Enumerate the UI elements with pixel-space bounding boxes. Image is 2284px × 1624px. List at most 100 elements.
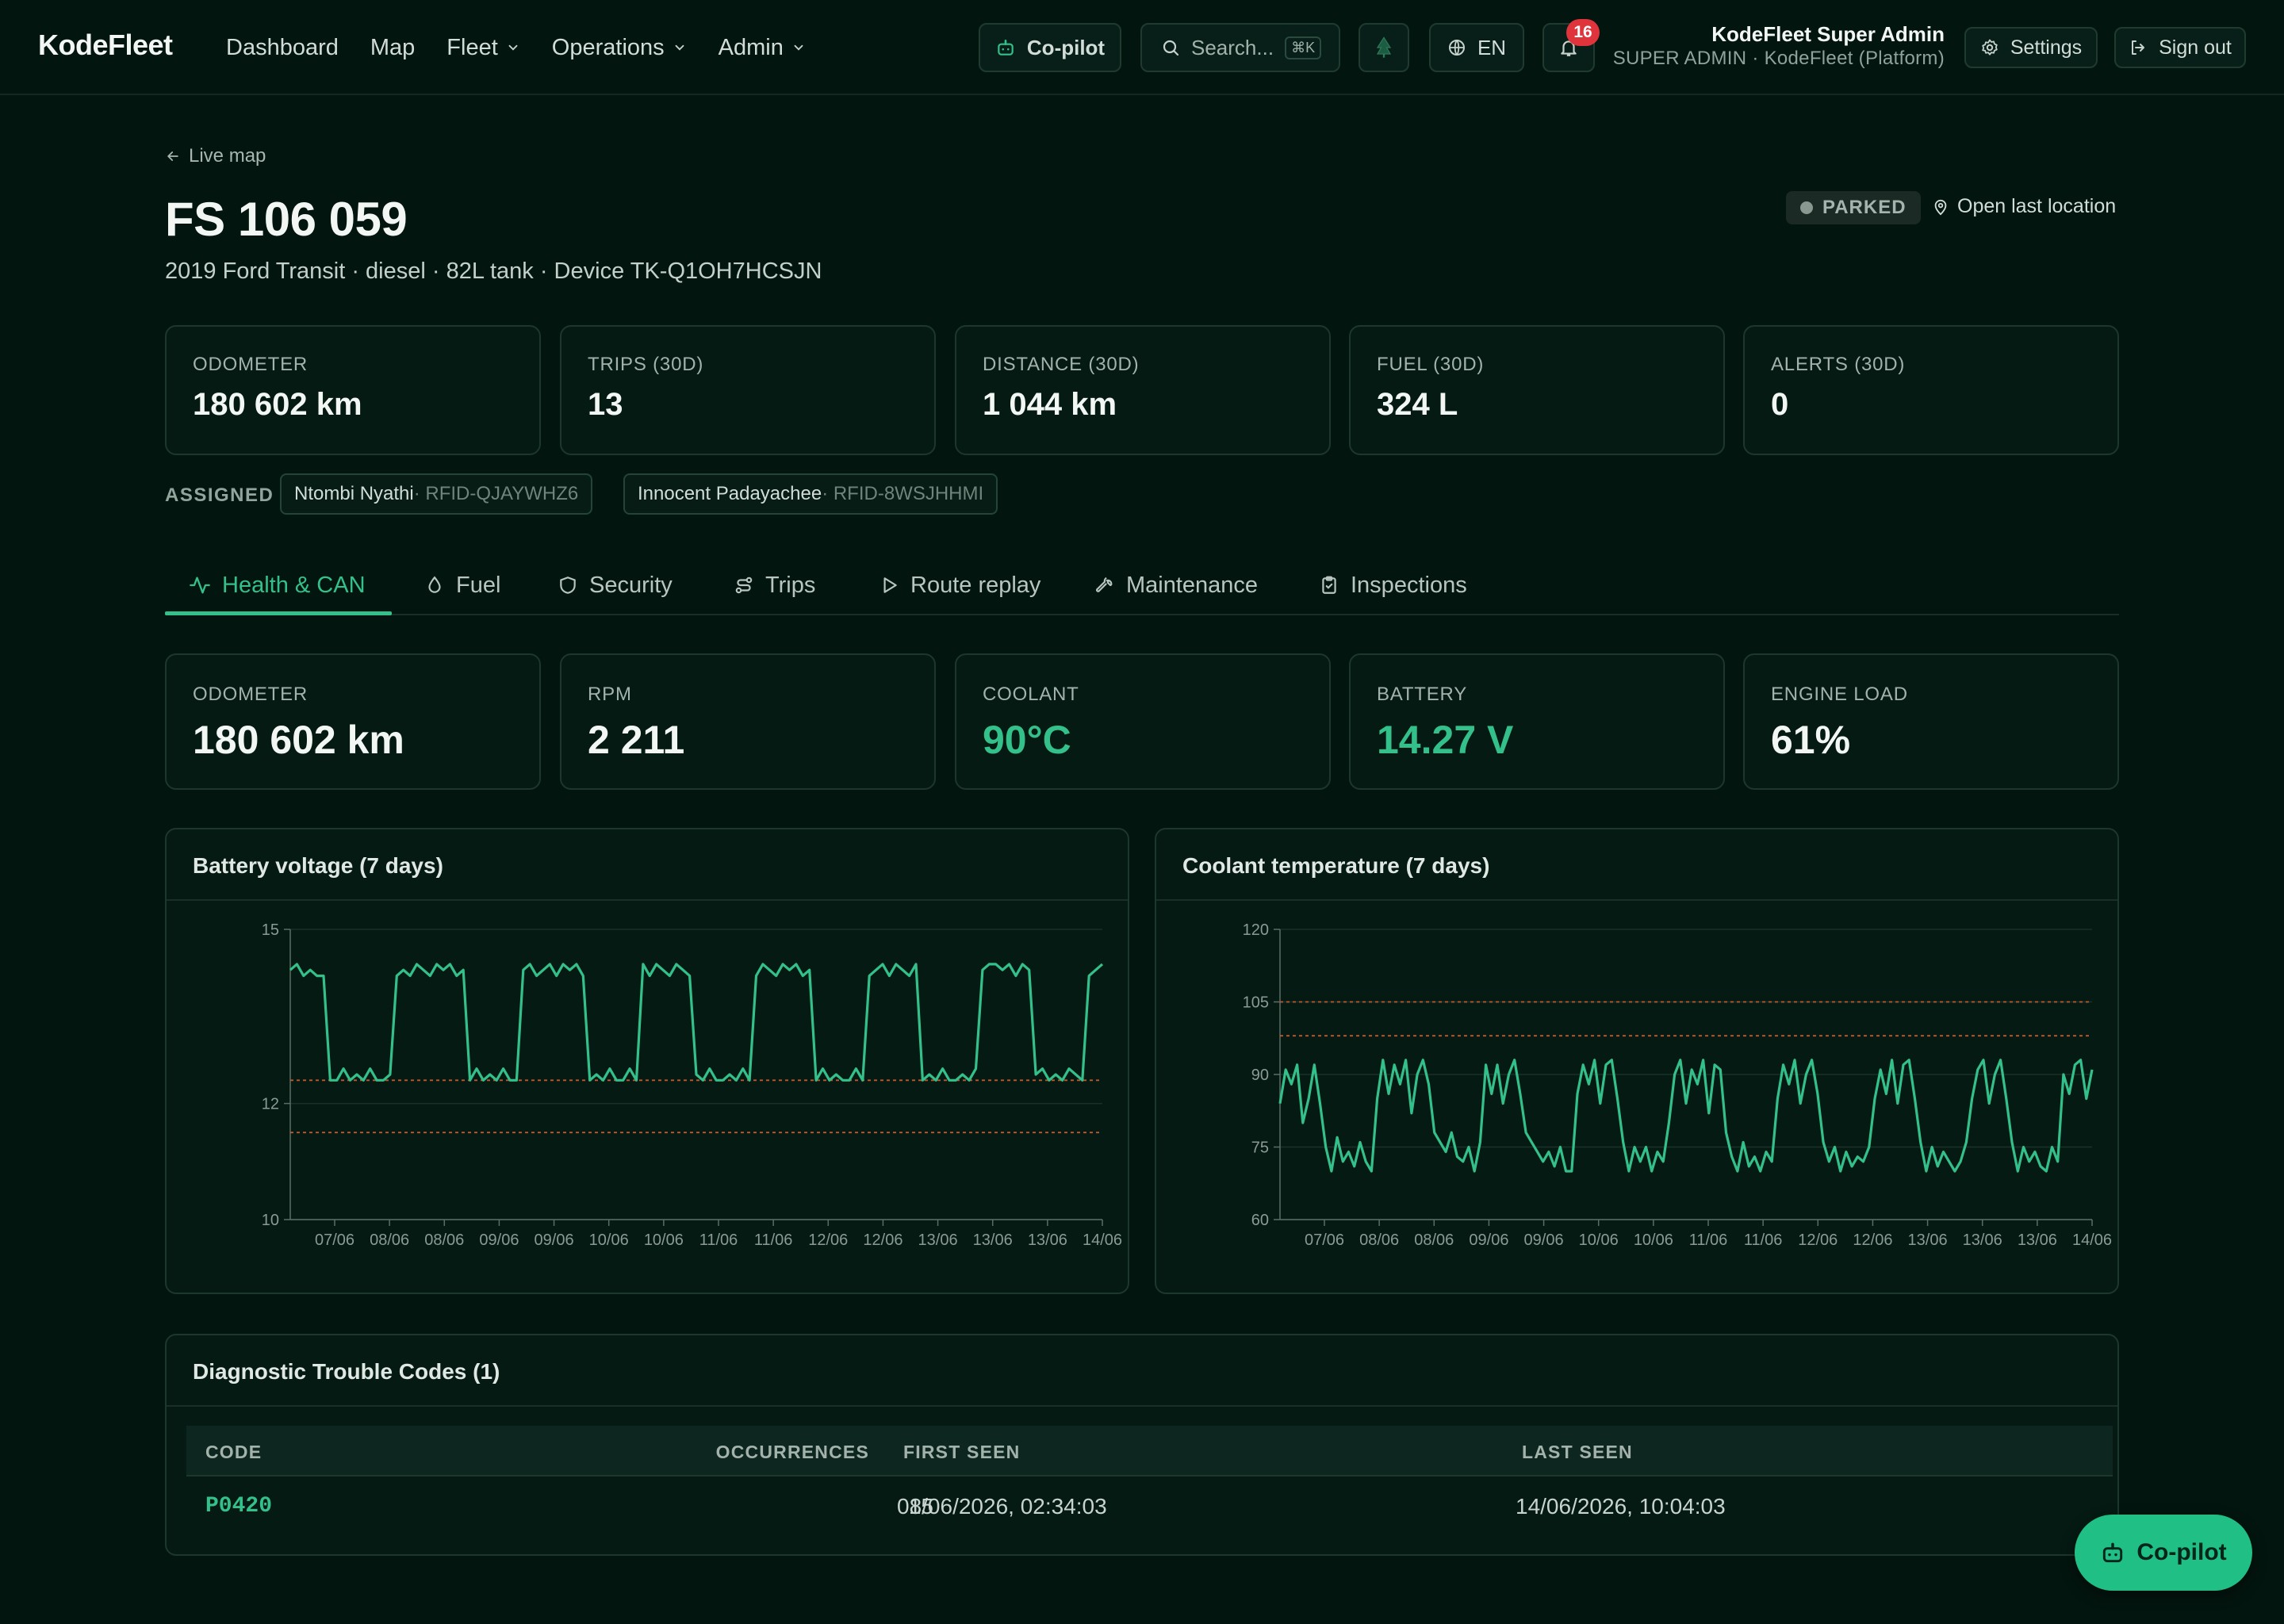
health-card-battery: BATTERY 14.27 V [1349,653,1725,790]
tab-health-can[interactable]: Health & CAN [189,555,366,615]
detail-tabs: Health & CAN Fuel Security Trips Route r… [165,555,2119,615]
stat-value: 180 602 km [193,718,404,762]
nav-label: Operations [551,34,665,60]
chevron-down-icon [675,44,684,51]
tab-label: Inspections [1351,572,1467,598]
active-tab-indicator [165,611,392,615]
play-icon [883,577,897,593]
nav-dashboard[interactable]: Dashboard [226,30,339,65]
dtc-first-seen: 08/06/2026, 02:34:03 [897,1494,1107,1519]
status-badge: PARKED [1786,191,1921,224]
y-tick-label: 120 [1243,921,1269,939]
column-header-occurrences: OCCURRENCES [715,1442,869,1462]
driver-chip[interactable]: Ntombi Nyathi · RFID-QJAYWHZ6 [280,473,593,515]
nav-label: Fleet [446,34,498,60]
tab-fuel[interactable]: Fuel [424,555,500,615]
nav-map[interactable]: Map [370,30,415,65]
x-tick-label: 12/06 [1798,1231,1838,1249]
x-tick-label: 12/06 [1853,1231,1892,1249]
open-last-location-link[interactable]: Open last location [1932,195,2116,218]
search-input[interactable]: Search... ⌘K [1140,23,1340,72]
stat-label: ALERTS (30D) [1771,354,1906,375]
x-tick-label: 09/06 [535,1231,574,1249]
stat-label: DISTANCE (30D) [983,354,1140,375]
panel-divider [167,899,1128,901]
dtc-code-link[interactable]: P0420 [205,1494,273,1519]
panel-divider [167,1405,2117,1407]
x-tick-label: 13/06 [918,1231,958,1249]
language-label: EN [1477,35,1507,59]
copilot-fab-button[interactable]: Co-pilot [2075,1515,2252,1591]
nav-admin[interactable]: Admin [719,30,806,65]
x-tick-label: 10/06 [1579,1231,1619,1249]
x-tick-label: 08/06 [1359,1231,1399,1249]
x-tick-label: 10/06 [644,1231,684,1249]
user-role: SUPER ADMIN · KodeFleet (Platform) [1612,48,1945,69]
y-tick-label: 105 [1243,994,1269,1012]
droplet-icon [428,576,441,593]
main-nav: Dashboard Map Fleet Operations Admin [226,30,837,65]
column-header-first-seen: FIRST SEEN [903,1442,1021,1462]
settings-button[interactable]: Settings [1964,27,2098,68]
vehicle-subtitle: 2019 Ford Transit · diesel · 82L tank · … [165,259,822,284]
settings-label: Settings [2010,36,2083,59]
clipboard-icon [1322,576,1336,594]
stat-label: COOLANT [983,684,1079,705]
coolant-temperature-panel: Coolant temperature (7 days) 60 75 90 105 12… [1155,828,2119,1294]
panel-divider [1156,899,2117,901]
health-card-odometer: ODOMETER 180 602 km [165,653,541,790]
y-tick-label: 60 [1251,1212,1269,1229]
battery-voltage-panel: Battery voltage (7 days) 10 12 15 07/06 08/0… [165,828,1129,1294]
back-to-live-map-link[interactable]: Live map [165,145,266,167]
sign-out-button[interactable]: Sign out [2114,27,2246,68]
x-tick-label: 07/06 [1305,1231,1344,1249]
x-tick-label: 13/06 [1908,1231,1948,1249]
x-tick-label: 07/06 [315,1231,354,1249]
stat-value: 90°C [983,718,1071,762]
tab-label: Trips [765,572,816,598]
language-button[interactable]: EN [1429,23,1524,72]
x-tick-label: 08/06 [370,1231,409,1249]
stat-label: TRIPS (30D) [588,354,704,375]
y-tick-label: 75 [1251,1139,1269,1157]
copilot-button[interactable]: Co-pilot [979,23,1121,72]
stat-value: 180 602 km [193,387,362,422]
x-tick-label: 09/06 [479,1231,519,1249]
gear-icon [1982,39,1998,56]
stat-label: BATTERY [1377,684,1468,705]
driver-chip[interactable]: Innocent Padayachee · RFID-8WSJHHMI [623,473,998,515]
tab-route-replay[interactable]: Route replay [879,555,1040,615]
nav-operations[interactable]: Operations [552,30,687,65]
tab-label: Fuel [456,572,501,598]
x-tick-label: 09/06 [1524,1231,1564,1249]
page-title: FS 106 059 [165,193,408,246]
series-line [289,963,1104,1082]
theme-toggle-button[interactable] [1359,23,1409,72]
tab-trips[interactable]: Trips [734,555,815,615]
tab-maintenance[interactable]: Maintenance [1094,555,1258,615]
driver-name: Innocent Padayachee [638,483,822,504]
search-shortcut: ⌘K [1285,36,1322,59]
series-line [1278,1059,2094,1173]
stat-label: ODOMETER [193,354,308,375]
search-placeholder: Search... [1191,35,1274,59]
x-tick-label: 10/06 [1634,1231,1673,1249]
x-tick-label: 13/06 [1028,1231,1067,1249]
x-tick-label: 11/06 [1689,1231,1728,1249]
nav-label: Admin [718,34,784,60]
bot-icon [998,40,1014,56]
health-card-coolant: COOLANT 90°C [955,653,1331,790]
nav-fleet[interactable]: Fleet [446,30,519,65]
x-tick-label: 12/06 [808,1231,848,1249]
x-tick-label: 10/06 [589,1231,629,1249]
tab-inspections[interactable]: Inspections [1319,555,1467,615]
x-tick-label: 11/06 [699,1231,738,1249]
x-tick-label: 08/06 [424,1231,464,1249]
tab-label: Security [589,572,673,598]
brand-logo[interactable]: KodeFleet [38,29,173,61]
tab-security[interactable]: Security [558,555,673,615]
tab-label: Health & CAN [222,572,366,598]
logout-icon [2132,40,2145,55]
chart-title: Coolant temperature (7 days) [1182,853,1490,878]
copilot-label: Co-pilot [1026,35,1106,59]
